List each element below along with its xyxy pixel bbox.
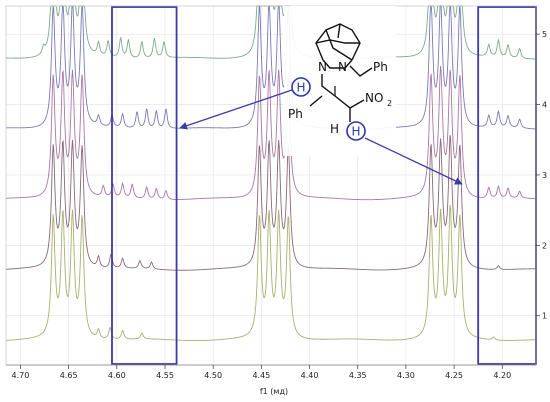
nitro-bond <box>349 99 365 109</box>
circled-hydrogen-2-ring <box>346 121 366 141</box>
x-tick-label: 4.30 <box>397 371 415 380</box>
spectrum-trace-4 <box>6 4 537 130</box>
circled-hydrogen-1-ring <box>291 77 311 97</box>
assignment-arrow-right <box>364 137 463 185</box>
x-tick-label: 4.20 <box>493 371 511 380</box>
y-tick-label: 2 <box>542 241 547 250</box>
y-tick-label: 3 <box>542 171 547 180</box>
x-tick-label: 4.45 <box>252 371 270 380</box>
y-tick-label: 5 <box>542 30 547 39</box>
plot-frame <box>5 5 537 366</box>
x-tick-label: 4.25 <box>445 371 463 380</box>
x-axis-ticks: 4.70 4.65 4.60 4.55 4.50 4.45 4.40 4.35 4.30 4.25… <box>12 365 511 380</box>
x-axis-title: f1 (мд) <box>260 387 288 396</box>
spectrum-trace-1 <box>5 205 537 342</box>
x-tick-label: 4.55 <box>156 371 174 380</box>
x-tick-label: 4.60 <box>108 371 126 380</box>
phenyl-label-benzyl: Ph <box>373 60 388 74</box>
y-tick-label: 1 <box>542 312 547 321</box>
phenyl-label: Ph <box>288 107 303 121</box>
highlight-box-1 <box>111 6 178 365</box>
phenyl-bond <box>309 95 323 107</box>
x-tick-label: 4.40 <box>301 371 319 380</box>
x-tick-label: 4.65 <box>60 371 78 380</box>
nitrogen-label-left: N <box>318 60 327 74</box>
hydrogen-label-plain: H <box>330 122 339 136</box>
nitrogen-label-right: N <box>338 60 347 74</box>
spectrum-trace-2 <box>5 135 536 271</box>
chemical-structure: N N Ph Ph NO 2 H H H <box>284 6 396 156</box>
x-tick-label: 4.35 <box>349 371 367 380</box>
x-tick-label: 4.50 <box>204 371 222 380</box>
bicyclic-cage-bonds <box>315 23 361 69</box>
y-tick-label: 4 <box>542 101 547 110</box>
spectrum-trace-3 <box>5 65 537 201</box>
circled-hydrogen-1-label: H <box>296 81 305 95</box>
nitro-label: NO <box>365 91 383 105</box>
y-axis-ticks: 5 4 3 2 1 <box>536 30 547 321</box>
assignment-arrow-left <box>179 89 293 130</box>
nitro-subscript: 2 <box>387 99 392 108</box>
benzyl-bond <box>349 65 373 77</box>
x-tick-label: 4.70 <box>12 371 30 380</box>
circled-hydrogen-2-label: H <box>351 125 360 139</box>
